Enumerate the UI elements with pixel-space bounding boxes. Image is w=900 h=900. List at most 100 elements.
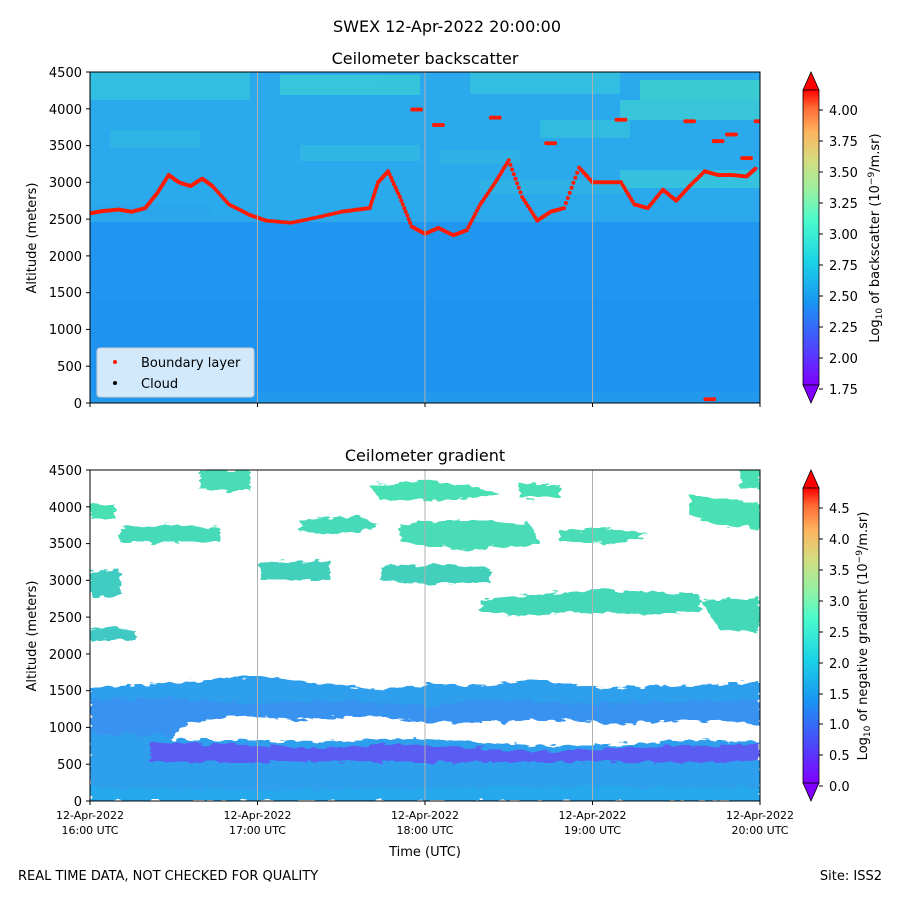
gradient-white-gap-1000 xyxy=(170,716,760,746)
boundary-layer-point xyxy=(320,214,325,219)
boundary-layer-point xyxy=(389,175,394,180)
backscatter-xtick-marks xyxy=(89,403,761,407)
legend-box xyxy=(96,347,255,398)
boundary-layer-point xyxy=(466,224,471,229)
gradient-purple-edge xyxy=(150,742,760,762)
boundary-layer-point xyxy=(419,107,423,112)
gradient-title: Ceilometer gradient xyxy=(345,446,505,465)
boundary-layer-point xyxy=(531,212,536,217)
legend-marker-boundary-layer xyxy=(113,360,117,364)
boundary-layer-point xyxy=(478,202,483,207)
boundary-layer-point xyxy=(371,193,376,198)
boundary-layer-point xyxy=(571,180,576,185)
cbar-tick-label: 3.25 xyxy=(829,197,858,212)
cbar-tick-label: 2.5 xyxy=(829,626,850,641)
boundary-layer-point xyxy=(406,217,411,222)
legend-label-boundary-layer: Boundary layer xyxy=(141,356,241,371)
gradient-layer-4200b xyxy=(370,480,500,500)
legend-label-cloud: Cloud xyxy=(141,377,178,392)
xtick-time: 20:00 UTC xyxy=(731,824,788,837)
cbar-tick-label: 3.0 xyxy=(829,595,850,610)
boundary-layer-point xyxy=(273,219,278,224)
boundary-layer-point xyxy=(270,219,275,224)
cbar-tick-label: 1.75 xyxy=(829,383,858,398)
ytick-label: 1500 xyxy=(49,286,82,301)
boundary-layer-point xyxy=(573,175,578,180)
backscatter-yticks: 0 500 1000 1500 2000 2500 3000 3500 4000… xyxy=(49,66,90,412)
boundary-layer-point xyxy=(276,219,281,224)
boundary-layer-point xyxy=(476,205,481,210)
ytick-label: 500 xyxy=(57,360,82,375)
cbar-tick-label: 2.00 xyxy=(829,352,858,367)
boundary-layer-point xyxy=(513,176,518,181)
boundary-layer-point xyxy=(267,218,271,223)
colorbar-body xyxy=(802,487,820,784)
boundary-layer-point xyxy=(565,196,570,200)
boundary-layer-point xyxy=(562,206,566,211)
site-label: Site: ISS2 xyxy=(819,869,882,884)
boundary-layer-point xyxy=(304,217,309,222)
texture-patch xyxy=(540,120,630,138)
texture-patch xyxy=(440,150,520,164)
cbar-tick-label: 1.5 xyxy=(829,688,850,703)
ytick-label: 3500 xyxy=(49,537,82,552)
xtick-date: 12-Apr-2022 xyxy=(56,809,124,822)
boundary-layer-point xyxy=(314,215,319,220)
boundary-layer-point xyxy=(515,181,520,186)
gradient-gridlines xyxy=(257,470,593,801)
boundary-layer-point xyxy=(510,167,515,172)
ytick-label: 4000 xyxy=(49,103,82,118)
cbar-tick-label: 2.75 xyxy=(829,259,858,274)
cbar-tick-label: 3.5 xyxy=(829,564,850,579)
gradient-layer-4500 xyxy=(740,470,760,488)
texture-patch xyxy=(470,72,620,94)
gradient-layer-2200 xyxy=(90,626,135,640)
boundary-layer-point xyxy=(292,220,297,225)
ytick-label: 1000 xyxy=(49,323,82,338)
cbar-tick-label: 2.0 xyxy=(829,657,850,672)
boundary-layer-point xyxy=(520,195,525,199)
texture-patch xyxy=(280,75,420,95)
ytick-label: 3000 xyxy=(49,176,82,191)
ytick-label: 2500 xyxy=(49,213,82,228)
boundary-layer-point xyxy=(333,211,337,216)
boundary-layer-point xyxy=(482,196,486,201)
ytick-label: 3500 xyxy=(49,139,82,154)
gradient-layer-3700b xyxy=(300,516,380,534)
boundary-layer-point xyxy=(368,202,373,207)
colorbar-bottom-extend xyxy=(802,384,820,404)
boundary-layer-point xyxy=(533,215,538,220)
texture-patch xyxy=(620,100,760,120)
boundary-layer-point xyxy=(497,115,502,120)
boundary-layer-point xyxy=(298,218,303,223)
boundary-layer-point xyxy=(712,397,717,402)
gradient-layer-3700c xyxy=(400,520,540,550)
boundary-layer-point xyxy=(282,220,287,225)
cbar-tick-label: 1.0 xyxy=(829,718,850,733)
boundary-layer-point xyxy=(749,156,753,161)
boundary-layer-point xyxy=(392,182,396,187)
gradient-layer-3000c xyxy=(260,560,330,580)
cbar-tick-label: 3.00 xyxy=(829,228,858,243)
boundary-layer-points xyxy=(90,107,760,402)
xtick-date: 12-Apr-2022 xyxy=(726,809,794,822)
boundary-layer-point xyxy=(408,220,413,225)
cbar-tick-label: 4.0 xyxy=(829,533,850,548)
boundary-layer-point xyxy=(525,203,530,208)
colorbar-top-extend xyxy=(802,469,820,489)
boundary-layer-point xyxy=(518,190,523,195)
ytick-label: 1500 xyxy=(49,684,82,699)
boundary-layer-point xyxy=(471,215,476,220)
boundary-layer-point xyxy=(373,190,377,194)
boundary-layer-point xyxy=(523,200,528,205)
backscatter-title: Ceilometer backscatter xyxy=(332,49,519,68)
gradient-yticks: 0 500 1000 1500 2000 2500 3000 3500 4000… xyxy=(49,464,90,810)
legend-marker-cloud xyxy=(113,381,117,385)
colorbar-body xyxy=(802,89,820,386)
boundary-layer-point xyxy=(329,212,334,216)
boundary-layer-point xyxy=(485,191,490,196)
cbar-tick-label: 3.50 xyxy=(829,166,858,181)
boundary-layer-point xyxy=(370,196,375,201)
boundary-layer-point xyxy=(440,123,445,127)
